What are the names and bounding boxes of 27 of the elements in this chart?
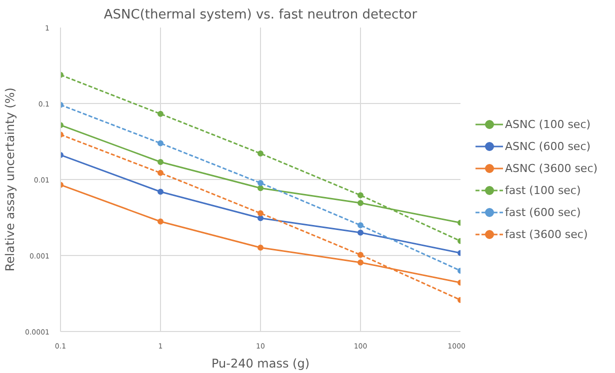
point xyxy=(358,252,364,258)
legend-label: ASNC (3600 sec) xyxy=(505,162,598,174)
point xyxy=(158,158,164,165)
point xyxy=(358,200,364,206)
x-axis-title: Pu-240 mass (g) xyxy=(211,356,310,370)
point xyxy=(358,230,364,236)
point xyxy=(258,150,264,156)
legend-label: ASNC (100 sec) xyxy=(505,118,591,130)
point xyxy=(258,215,264,222)
legend-label: ASNC (600 sec) xyxy=(505,140,591,152)
point xyxy=(158,170,164,176)
point xyxy=(358,222,364,228)
point xyxy=(258,210,264,216)
point xyxy=(158,188,164,195)
chart-title: ASNC(thermal system) vs. fast neutron detector xyxy=(104,8,418,22)
legend-label: fast (600 sec) xyxy=(505,206,581,218)
point xyxy=(258,244,264,251)
point xyxy=(358,192,364,198)
point xyxy=(158,110,164,117)
legend-label: fast (3600 sec) xyxy=(505,228,588,240)
point xyxy=(158,140,164,146)
point xyxy=(258,180,264,186)
y-axis-title: Relative assay uncertainty (%) xyxy=(3,88,18,272)
point xyxy=(358,259,364,266)
point xyxy=(258,185,264,192)
legend-label: fast (100 sec) xyxy=(505,184,581,196)
point xyxy=(158,218,164,225)
